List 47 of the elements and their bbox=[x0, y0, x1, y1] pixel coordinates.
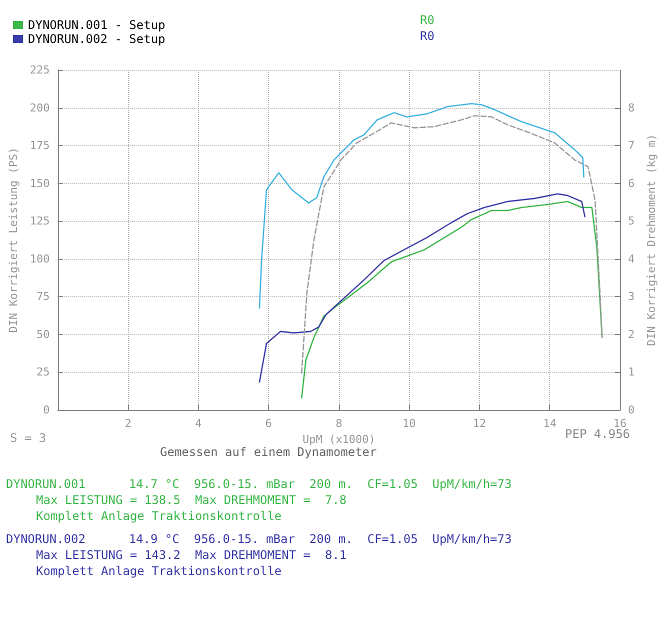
x-tick-label: 12 bbox=[472, 417, 486, 430]
y-axis-title: DIN Korrigiert Leistung (PS) bbox=[7, 147, 20, 333]
x-tick-label: 10 bbox=[402, 417, 416, 430]
y2-tick-label: 5 bbox=[628, 214, 635, 228]
y2-tick-label: 0 bbox=[628, 404, 635, 416]
line-series bbox=[300, 200, 603, 399]
text: Max LEISTUNG = 138.5 Max DREHMOMENT = 7.8 bbox=[36, 493, 347, 507]
y-tick-label: 75 bbox=[36, 290, 50, 304]
text: PEP 4.956 bbox=[565, 427, 630, 441]
x-tick-label: 8 bbox=[336, 417, 342, 430]
text: DYNORUN.001 14.7 °C 956.0-15. mBar 200 m. CF=1.05 UpM/km/h=73 bbox=[6, 477, 512, 491]
y-tick-label: 125 bbox=[30, 214, 50, 228]
text: R0 bbox=[420, 13, 434, 27]
text: Max LEISTUNG = 143.2 Max DREHMOMENT = 8.1 bbox=[36, 548, 347, 562]
y-tick-label: 0 bbox=[43, 404, 50, 416]
y2-axis-title: DIN Korrigiert Drehmoment (kg m) bbox=[645, 134, 658, 346]
x-axis-title: UpM (x1000) bbox=[302, 432, 376, 446]
y-tick-label: 200 bbox=[30, 101, 50, 114]
y2-tick-label: 1 bbox=[628, 366, 635, 379]
x-tick-label: 4 bbox=[195, 417, 202, 430]
y-tick-label: 225 bbox=[30, 64, 50, 76]
x-tick-label: 14 bbox=[543, 417, 557, 430]
y2-tick-label: 3 bbox=[628, 290, 635, 304]
y2-tick-label: 4 bbox=[628, 252, 635, 266]
line-series bbox=[258, 193, 586, 383]
y2-tick-label: 6 bbox=[628, 176, 635, 190]
text: S = 3 bbox=[10, 431, 46, 445]
text: DYNORUN.002 14.9 °C 956.0-15. mBar 200 m. CF=1.05 UpM/km/h=73 bbox=[6, 532, 512, 546]
line-series bbox=[300, 115, 603, 374]
text: Komplett Anlage Traktionskontrolle bbox=[36, 564, 282, 578]
x-tick-label: 16 bbox=[613, 417, 627, 430]
y-tick-label: 50 bbox=[36, 328, 50, 341]
y-tick-label: 100 bbox=[30, 252, 50, 266]
legend-label: DYNORUN.002 - Setup bbox=[28, 32, 166, 46]
y2-tick-label: 2 bbox=[628, 328, 635, 341]
x-tick-label: 6 bbox=[265, 417, 272, 430]
y2-tick-label: 7 bbox=[628, 139, 635, 152]
text: R0 bbox=[420, 29, 434, 43]
y-tick-label: 175 bbox=[30, 139, 50, 152]
text: Gemessen auf einem Dynamometer bbox=[160, 445, 377, 459]
legend-label: DYNORUN.001 - Setup bbox=[28, 18, 166, 32]
x-tick-label: 2 bbox=[124, 417, 132, 430]
line-series bbox=[258, 102, 584, 309]
y-tick-label: 25 bbox=[36, 366, 50, 379]
text: Komplett Anlage Traktionskontrolle bbox=[36, 509, 282, 523]
y2-tick-label: 8 bbox=[628, 101, 635, 114]
y-tick-label: 150 bbox=[30, 176, 50, 190]
